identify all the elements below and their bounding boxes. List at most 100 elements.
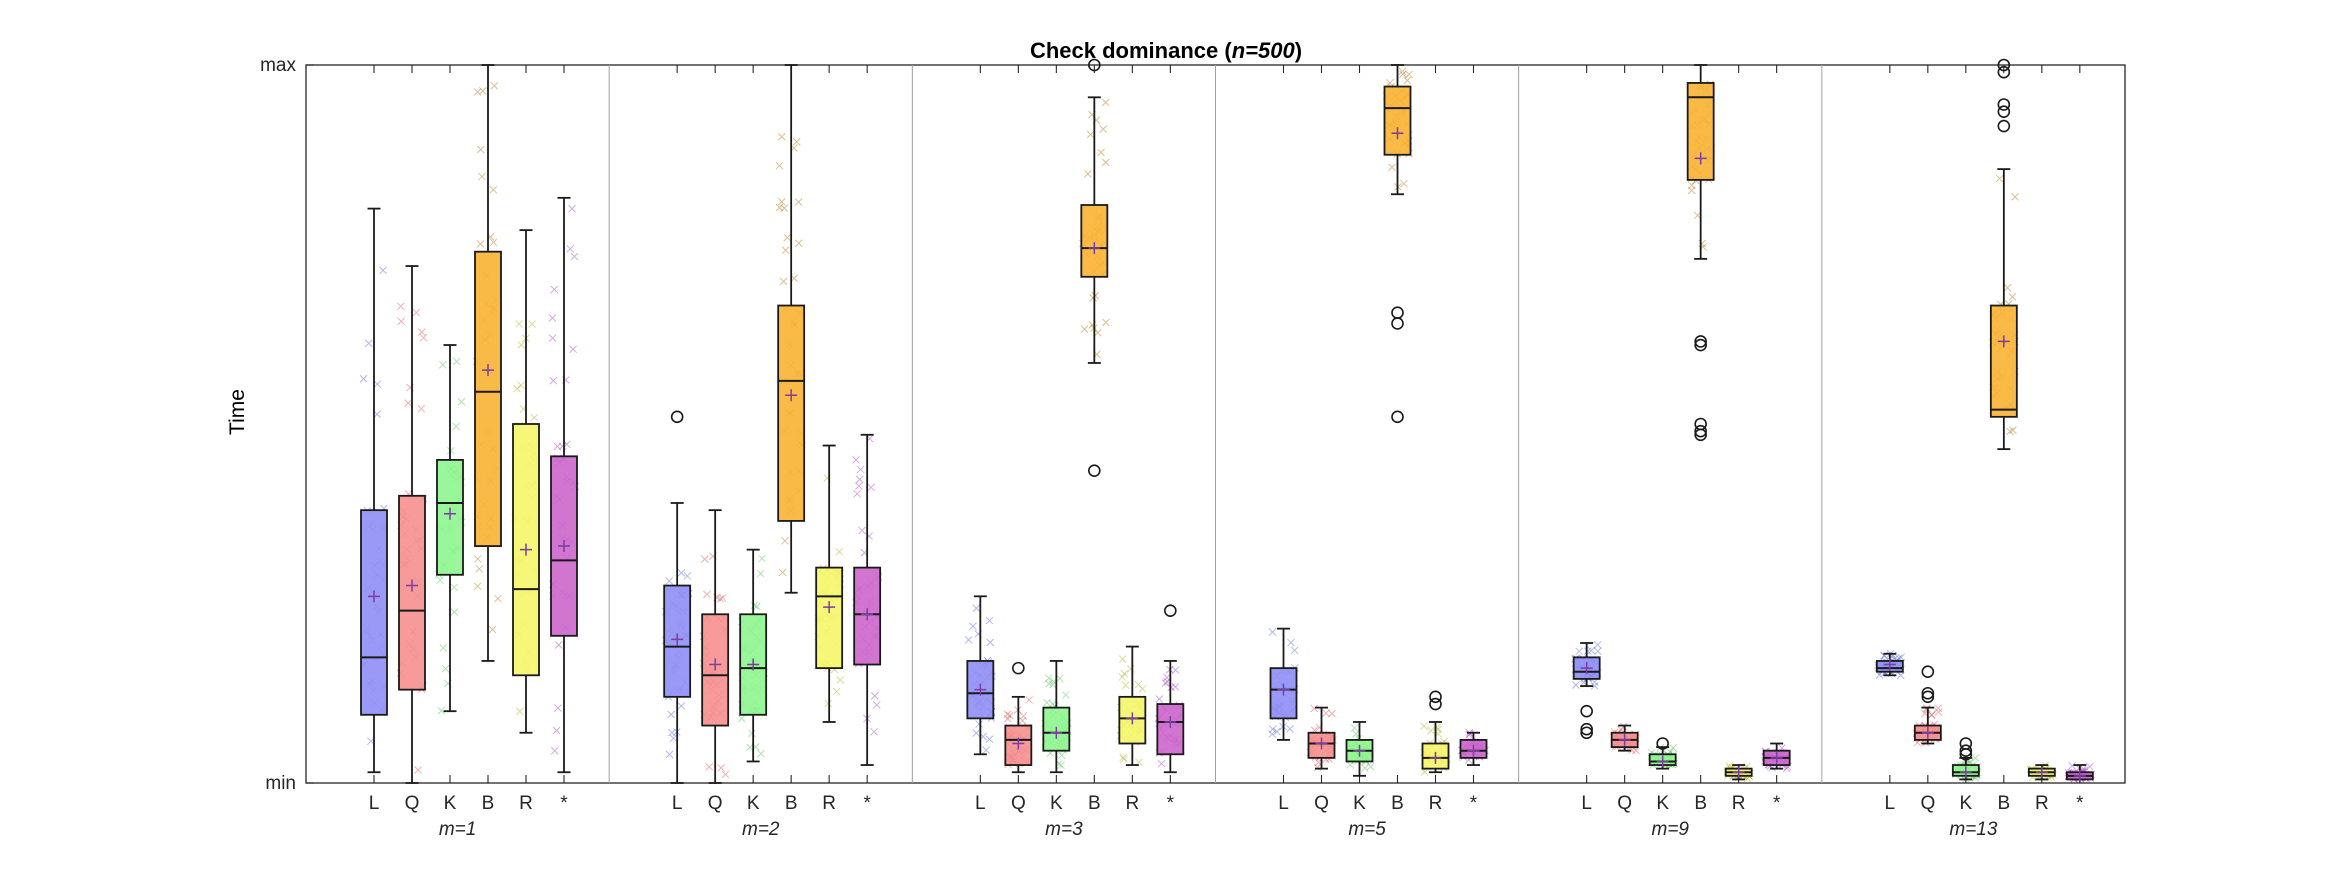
sample-marker: [854, 482, 863, 490]
sample-marker: [1101, 158, 1110, 167]
sample-marker: [554, 641, 563, 649]
sample-marker: [450, 583, 459, 592]
sample-marker: [1583, 647, 1592, 655]
category-label: B: [1997, 793, 2010, 814]
group-label: m=2: [742, 819, 780, 840]
sample-marker: [417, 328, 426, 336]
sample-marker: [1005, 711, 1014, 720]
sample-marker: [437, 706, 446, 715]
sample-marker: [985, 616, 994, 625]
sample-marker: [528, 320, 536, 328]
y-axis-label: Time: [226, 389, 249, 435]
sample-marker: [379, 266, 387, 275]
sample-marker: [549, 376, 558, 385]
sample-marker: [1025, 695, 1033, 704]
box-B: [777, 304, 806, 522]
sample-marker: [683, 572, 692, 580]
sample-marker: [1171, 682, 1180, 691]
sample-marker: [1366, 762, 1375, 771]
sample-marker: [1386, 78, 1394, 87]
sample-marker: [1322, 709, 1330, 718]
sample-marker: [665, 577, 674, 585]
sample-marker: [2068, 761, 2076, 770]
sample-marker: [404, 399, 412, 407]
outlier-point: [1694, 424, 1707, 438]
mean-marker: [1580, 662, 1593, 675]
group-label: m=3: [1045, 819, 1083, 840]
sample-marker: [1003, 714, 1012, 723]
sample-marker: [1420, 722, 1428, 730]
sample-marker: [548, 334, 557, 343]
mean-marker: [1277, 683, 1290, 696]
sample-marker: [2003, 283, 2012, 292]
sample-marker: [832, 687, 841, 696]
outlier-point: [1429, 697, 1442, 711]
outlier-point: [1997, 98, 2011, 111]
sample-marker: [515, 707, 524, 716]
sample-marker: [396, 302, 405, 311]
sample-marker: [490, 81, 499, 90]
sample-marker: [2009, 426, 2017, 435]
sample-marker: [665, 750, 674, 759]
sample-marker: [794, 198, 803, 206]
category-label: R: [1125, 793, 1139, 814]
sample-marker: [1268, 725, 1277, 734]
category-label: K: [1353, 793, 1366, 814]
category-label: K: [444, 793, 457, 814]
mean-marker: [1467, 744, 1480, 757]
sample-marker: [1995, 174, 2004, 183]
mean-marker: [1883, 658, 1896, 671]
sample-marker: [667, 710, 676, 719]
category-label: *: [1470, 793, 1478, 814]
sample-marker: [1097, 148, 1105, 157]
sample-marker: [677, 569, 686, 577]
sample-marker: [1138, 685, 1147, 693]
sample-marker: [570, 252, 579, 261]
sample-marker: [985, 735, 994, 744]
sample-marker: [436, 576, 445, 585]
sample-marker: [412, 308, 421, 317]
sample-marker: [1619, 722, 1628, 731]
category-label: Q: [405, 793, 420, 814]
sample-marker: [515, 320, 524, 328]
outlier-point: [1391, 306, 1404, 320]
category-label: B: [1694, 793, 1707, 814]
outlier-point: [1429, 690, 1442, 704]
sample-marker: [836, 676, 845, 684]
sample-marker: [746, 743, 754, 752]
sample-marker: [373, 380, 382, 389]
mean-marker: [1618, 733, 1631, 746]
sample-marker: [473, 582, 482, 591]
sample-marker: [1328, 709, 1336, 718]
outlier-point: [1997, 65, 2011, 79]
mean-marker: [368, 590, 380, 603]
sample-marker: [1161, 679, 1170, 687]
sample-marker: [1019, 712, 1028, 720]
sample-marker: [568, 204, 576, 213]
sample-marker: [780, 204, 789, 212]
category-label: *: [560, 793, 568, 814]
sample-marker: [439, 644, 448, 652]
sample-marker: [476, 240, 485, 248]
sample-marker: [554, 704, 562, 712]
sample-marker: [450, 608, 459, 616]
sample-marker: [717, 764, 725, 772]
chart-title: Check dominance (n=500): [1030, 38, 1302, 63]
box-B: [1383, 85, 1412, 156]
sample-marker: [1268, 730, 1277, 738]
mean-marker: [444, 507, 456, 520]
sample-marker: [1101, 98, 1110, 107]
sample-marker: [359, 374, 368, 383]
mean-marker: [1921, 726, 1934, 739]
sample-marker: [777, 132, 786, 141]
sample-marker: [1593, 647, 1602, 656]
sample-marker: [721, 770, 730, 779]
mean-marker: [1959, 766, 1972, 779]
sample-marker: [853, 489, 861, 498]
box-B: [474, 250, 502, 547]
sample-marker: [1093, 328, 1102, 337]
sample-marker: [1350, 724, 1359, 732]
sample-marker: [758, 554, 766, 563]
mean-marker: [1050, 726, 1063, 739]
